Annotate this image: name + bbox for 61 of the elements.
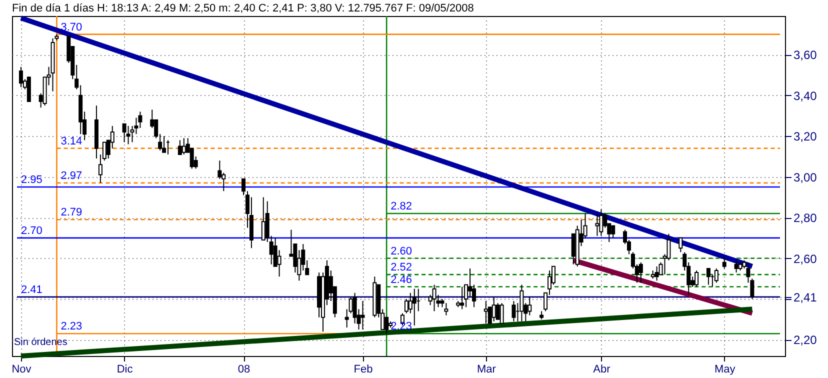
ref-line-label: 2.82 xyxy=(390,200,412,212)
candlestick xyxy=(500,302,504,324)
ref-line-label: 2.46 xyxy=(390,274,412,286)
candlestick xyxy=(444,302,448,316)
candlestick xyxy=(492,296,496,322)
x-tick-label: 08 xyxy=(238,364,250,376)
y-tick-label: 3,00 xyxy=(794,170,818,184)
candlestick xyxy=(360,300,365,330)
candlestick xyxy=(190,148,194,170)
candlestick xyxy=(599,208,604,236)
candlestick xyxy=(694,270,699,288)
y-tick-label: 3,40 xyxy=(794,88,818,103)
candlestick xyxy=(460,286,464,310)
y-tick-label: 2,41 xyxy=(794,290,818,304)
ref-line-label: 2.41 xyxy=(21,284,42,296)
candlestick xyxy=(261,196,266,240)
candlestick xyxy=(412,288,416,326)
candlestick xyxy=(714,268,718,284)
x-tick-label: Abr xyxy=(593,364,611,376)
y-tick-label: 3,60 xyxy=(794,48,818,62)
candlestick xyxy=(484,300,488,324)
candlestick xyxy=(122,123,126,143)
chart-title: Fin de día 1 días H: 18:13 A: 2,49 M: 2,50 m: 2,40 C: 2,41 P: 3,80 V: 12.795.767 F: 09/05/2008 xyxy=(12,2,474,14)
candlestick xyxy=(706,268,710,286)
ref-line-label: 3.70 xyxy=(60,21,82,34)
candlestick xyxy=(182,138,186,155)
candlestick xyxy=(178,140,182,155)
candlestick xyxy=(678,237,683,253)
y-tick-label: 2,20 xyxy=(794,333,818,348)
x-tick-label: Dic xyxy=(116,364,134,376)
ref-line-label: 2.79 xyxy=(60,206,82,219)
candlestick xyxy=(722,256,726,269)
candlestick xyxy=(654,266,659,282)
ref-line-label: 2.23 xyxy=(60,320,82,333)
candlestick xyxy=(528,296,532,316)
candlestick xyxy=(162,136,166,153)
candlestick xyxy=(638,262,643,284)
candlestick xyxy=(571,233,576,265)
ref-line-label: 2.95 xyxy=(21,174,42,186)
candlestick xyxy=(18,66,23,88)
candlestick xyxy=(512,300,516,322)
candlestick xyxy=(734,260,738,274)
y-tick-label: 3,20 xyxy=(794,130,818,144)
ref-line-label: 3.14 xyxy=(60,135,82,148)
candlestick xyxy=(384,316,389,334)
ref-line-label: 2.60 xyxy=(390,245,412,258)
y-tick-label: 2,60 xyxy=(794,252,818,266)
x-tick-label: Feb xyxy=(354,364,373,376)
candlestick xyxy=(611,225,616,238)
candlestick xyxy=(432,284,436,312)
y-tick-label: 2,80 xyxy=(794,211,818,226)
candlestick xyxy=(595,212,600,236)
candlestick xyxy=(277,250,282,278)
candlestick xyxy=(520,284,524,322)
ref-line-label: 2.70 xyxy=(21,224,42,237)
ref-line-label: 2.97 xyxy=(60,170,82,182)
x-tick-label: May xyxy=(714,364,736,376)
x-tick-label: Nov xyxy=(12,364,32,376)
ref-line-label: 2.52 xyxy=(390,262,412,274)
x-tick-label: Mar xyxy=(476,364,496,376)
candlestick xyxy=(126,125,130,145)
